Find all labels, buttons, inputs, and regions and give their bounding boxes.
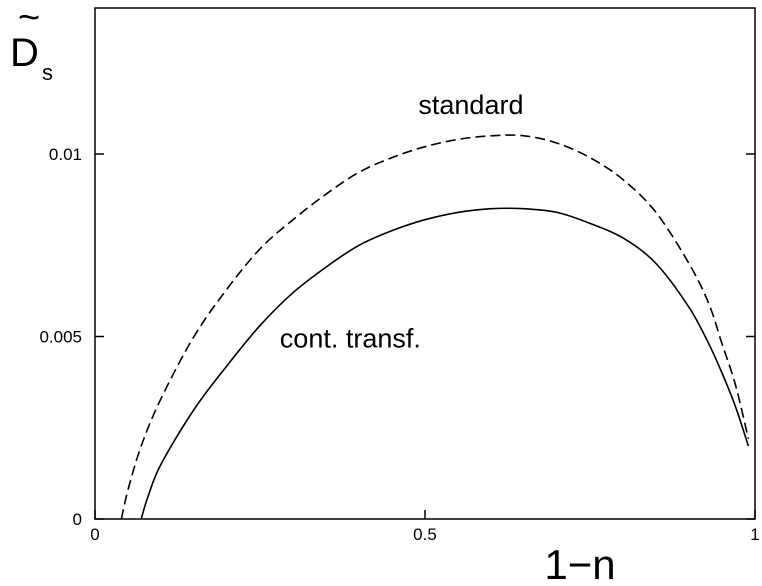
tick-group: 0 0.5 1 0 0.005 0.01 [39, 145, 759, 544]
x-tick-label-0-5: 0.5 [413, 525, 437, 544]
annotation-group: standard cont. transf. [280, 90, 524, 354]
series-group [120, 134, 750, 520]
y-axis-label: ~ D s [10, 0, 53, 85]
x-tick-label-1: 1 [750, 525, 759, 544]
y-tick-label-0-005: 0.005 [39, 328, 82, 347]
series-line-cont-transf [140, 207, 750, 520]
series-label-cont-transf: cont. transf. [280, 323, 421, 353]
x-axis-label: 1−n [544, 541, 615, 586]
x-tick-label-0: 0 [90, 525, 99, 544]
series-label-standard: standard [418, 90, 523, 120]
y-tick-label-0: 0 [73, 510, 82, 529]
y-axis-label-tilde: ~ [18, 0, 40, 39]
y-axis-label-subscript: s [42, 60, 53, 85]
series-line-standard [120, 134, 750, 520]
y-tick-label-0-01: 0.01 [49, 145, 82, 164]
y-axis-label-main: D [10, 31, 39, 75]
